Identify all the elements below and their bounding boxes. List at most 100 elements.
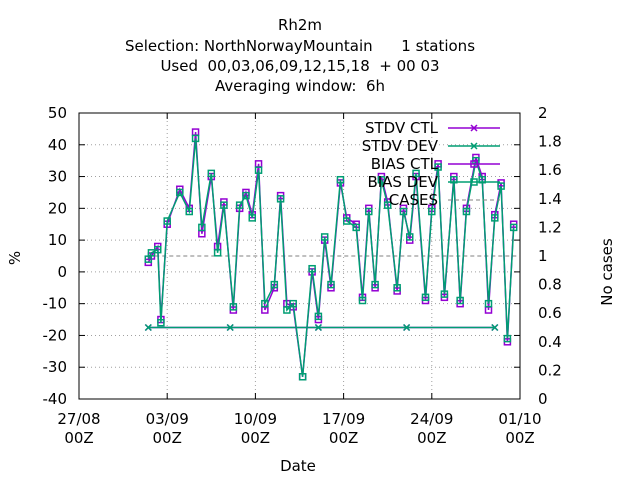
y2-tick-label: 0.4	[538, 333, 562, 351]
point-bias-dev	[406, 233, 414, 241]
point-bias-dev	[298, 373, 307, 381]
point-bias-dev	[412, 169, 420, 178]
point-bias-dev	[484, 299, 493, 308]
point-stdv-dev	[491, 323, 499, 332]
point-bias-dev	[434, 163, 442, 171]
point-bias-dev	[213, 249, 222, 257]
legend-label: BIAS CTL	[371, 155, 439, 173]
x-tick-label-hour: 00Z	[64, 429, 93, 447]
point-bias-dev	[371, 280, 379, 289]
point-bias-dev	[207, 169, 216, 178]
point-bias-dev	[185, 207, 193, 216]
point-bias-dev	[289, 299, 297, 308]
y2-tick-label: 0.6	[538, 304, 562, 322]
point-bias-dev	[497, 182, 505, 190]
point-bias-dev	[314, 312, 323, 321]
point-bias-dev	[383, 201, 392, 209]
point-bias-dev	[358, 296, 367, 305]
point-bias-dev	[308, 264, 316, 273]
point-bias-dev	[343, 217, 351, 225]
y-tick-label: -10	[43, 295, 68, 313]
point-bias-dev	[261, 299, 269, 308]
point-bias-dev	[283, 306, 291, 314]
y-tick-label: -20	[43, 326, 68, 344]
x-tick-label-hour: 00Z	[329, 429, 358, 447]
chart-title: Rh2m	[277, 16, 323, 34]
x-tick-label-hour: 00Z	[241, 429, 270, 447]
plot-frame	[78, 112, 521, 400]
point-bias-dev	[154, 245, 162, 254]
averaging-window-subtitle: Averaging window: 6h	[214, 77, 386, 95]
x-tick-label-date: 01/10	[498, 410, 541, 428]
point-bias-dev	[440, 290, 449, 298]
x-tick-label-hour: 00Z	[153, 429, 182, 447]
legend-label: STDV CTL	[365, 119, 439, 137]
y2-tick-label: 1.6	[538, 161, 562, 179]
y2-tick-label: 1.8	[538, 133, 562, 151]
point-bias-dev	[176, 188, 184, 197]
x-tick-label-date: 27/08	[57, 410, 100, 428]
y-axis-label: %	[6, 251, 24, 265]
point-bias-dev	[163, 217, 171, 225]
point-bias-dev	[229, 303, 238, 311]
point-bias-dev	[462, 207, 471, 216]
point-stdv-dev	[314, 323, 322, 332]
point-bias-dev	[191, 134, 200, 143]
point-bias-dev	[421, 293, 430, 302]
point-bias-dev	[377, 175, 386, 184]
series-line-bias-ctl	[147, 132, 515, 377]
point-bias-dev	[220, 201, 228, 209]
selection-subtitle: Selection: NorthNorwayMountain 1 station…	[124, 37, 476, 55]
y2-tick-label: 1.2	[538, 218, 562, 236]
point-bias-dev	[352, 223, 360, 232]
point-bias-dev	[270, 280, 279, 289]
legend-marker	[470, 178, 478, 186]
y-tick-label: 0	[57, 263, 67, 281]
y-tick-label: 40	[48, 136, 67, 154]
point-bias-dev	[327, 280, 335, 289]
point-bias-dev	[393, 284, 401, 292]
point-stdv-dev	[403, 323, 411, 332]
y2-tick-label: 1	[538, 247, 548, 265]
point-bias-dev	[198, 223, 206, 232]
x-tick-label-hour: 00Z	[417, 429, 446, 447]
y2-tick-label: 0	[538, 390, 548, 408]
used-hours-subtitle: Used 00,03,06,09,12,15,18 + 00 03	[160, 57, 440, 75]
y-tick-label: 20	[48, 199, 67, 217]
y2-tick-label: 0.8	[538, 276, 562, 294]
point-bias-dev	[157, 318, 165, 327]
series-line-bias-dev	[147, 138, 515, 377]
y-tick-label: 10	[48, 231, 67, 249]
legend-marker	[470, 124, 478, 132]
point-bias-dev	[491, 214, 499, 222]
legend-label: STDV DEV	[362, 137, 439, 155]
point-bias-dev	[456, 296, 464, 305]
point-bias-dev	[399, 207, 408, 216]
y2-axis-label: No cases	[598, 238, 616, 306]
point-bias-dev	[276, 195, 285, 203]
point-bias-dev	[254, 166, 263, 174]
point-bias-dev	[336, 175, 345, 184]
point-bias-dev	[320, 233, 329, 241]
point-bias-dev	[503, 334, 512, 343]
point-bias-dev	[242, 191, 250, 200]
x-tick-label-date: 03/09	[146, 410, 189, 428]
x-tick-label-hour: 00Z	[505, 429, 534, 447]
legend-marker	[470, 160, 478, 168]
x-axis-label: Date	[280, 457, 316, 475]
legend-marker	[470, 142, 478, 150]
legend-label: CASES	[389, 191, 438, 209]
y-tick-label: -30	[43, 358, 68, 376]
point-bias-dev	[235, 201, 244, 209]
y-tick-label: 30	[48, 168, 67, 186]
legend-label: BIAS DEV	[367, 173, 438, 191]
y-tick-label: -40	[43, 390, 68, 408]
point-bias-dev	[509, 223, 518, 232]
point-stdv-dev	[144, 323, 152, 332]
point-bias-dev	[428, 207, 436, 216]
x-tick-label-date: 17/09	[322, 410, 365, 428]
x-tick-label-date: 10/09	[234, 410, 277, 428]
point-bias-dev	[248, 214, 256, 222]
